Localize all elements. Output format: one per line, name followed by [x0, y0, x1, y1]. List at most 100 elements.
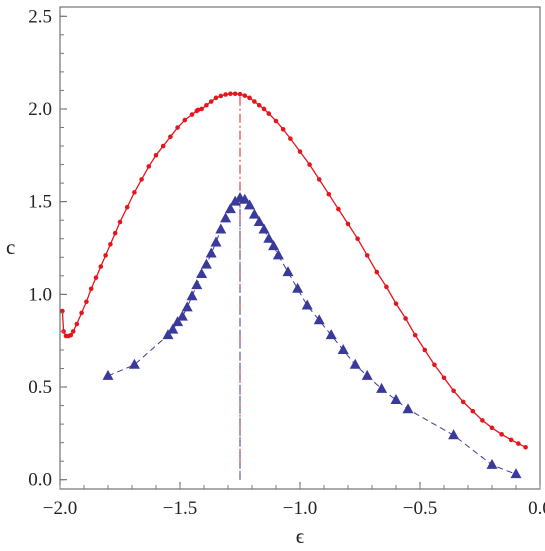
data-point	[508, 437, 514, 443]
data-point	[199, 106, 204, 112]
data-point	[448, 429, 460, 440]
data-point	[297, 149, 303, 154]
data-point	[374, 269, 380, 275]
data-point	[288, 136, 293, 141]
x-tick-label: −1.0	[283, 498, 317, 519]
y-tick-label: 1.0	[28, 284, 52, 305]
data-point	[70, 329, 76, 334]
y-tick-label: 1.5	[28, 192, 52, 213]
data-point	[167, 323, 179, 334]
data-point	[258, 223, 270, 234]
y-axis-title: c	[6, 235, 15, 259]
data-point	[248, 208, 260, 219]
data-point	[60, 308, 65, 314]
data-point	[280, 127, 286, 132]
data-point	[191, 279, 203, 290]
data-point	[195, 107, 201, 113]
data-point	[208, 99, 214, 104]
data-point	[422, 347, 428, 353]
data-point	[393, 301, 399, 306]
data-point	[516, 441, 521, 446]
data-point	[168, 134, 173, 140]
data-point	[102, 369, 114, 380]
data-point	[510, 468, 522, 479]
data-point	[273, 118, 279, 124]
data-point	[200, 258, 212, 269]
data-point	[307, 162, 312, 167]
series-layer	[60, 91, 528, 479]
data-point	[228, 91, 233, 97]
data-point	[244, 199, 256, 210]
data-point	[204, 102, 209, 108]
data-point	[88, 286, 94, 292]
data-point	[376, 382, 388, 393]
data-point	[237, 91, 243, 97]
data-point	[261, 106, 267, 112]
data-point	[196, 267, 208, 278]
y-tick-label: 0.5	[28, 377, 52, 398]
data-point	[223, 92, 228, 97]
x-axis: −2.0 −1.5 −1.0 −0.5 0.0	[43, 482, 545, 519]
data-point	[489, 425, 495, 431]
data-point	[301, 299, 313, 310]
data-point	[390, 394, 402, 405]
x-tick-label: −0.5	[403, 498, 437, 519]
data-point	[355, 236, 360, 242]
data-point	[205, 247, 217, 258]
series-line	[107, 197, 517, 475]
data-point	[247, 95, 252, 101]
y-tick-label: 0.0	[28, 470, 52, 491]
data-point	[232, 91, 238, 97]
data-point	[229, 195, 241, 206]
data-point	[186, 290, 198, 301]
data-point	[412, 332, 418, 338]
data-point	[336, 206, 341, 212]
data-point	[182, 117, 188, 123]
data-point	[218, 93, 224, 99]
data-point	[256, 102, 262, 108]
data-point	[403, 316, 408, 321]
data-point	[252, 99, 257, 104]
series-0	[60, 91, 528, 450]
data-point	[79, 310, 84, 316]
data-point	[268, 240, 280, 251]
data-point	[325, 329, 337, 340]
y-tick-label: 2.0	[28, 99, 52, 120]
data-point	[486, 458, 498, 469]
data-point	[313, 314, 325, 325]
data-point	[124, 204, 130, 210]
data-point	[266, 111, 272, 116]
data-point	[68, 332, 74, 338]
data-point	[361, 369, 373, 380]
plot-frame	[59, 6, 541, 490]
series-line	[61, 93, 526, 448]
x-tick-label: −2.0	[43, 498, 77, 519]
data-point	[460, 399, 466, 405]
data-point	[175, 125, 180, 130]
data-point	[282, 266, 294, 277]
data-point	[451, 388, 456, 394]
data-point	[239, 193, 251, 204]
data-point	[117, 219, 123, 225]
data-point	[441, 375, 447, 381]
data-point	[74, 321, 80, 327]
data-point	[153, 153, 159, 158]
data-point	[349, 358, 361, 369]
data-point	[210, 236, 222, 247]
data-point	[337, 343, 349, 354]
data-point	[146, 164, 152, 169]
x-axis-title: ϵ	[296, 524, 305, 548]
x-tick-label: 0.0	[528, 498, 545, 519]
data-point	[326, 191, 332, 197]
y-tick-label: 2.5	[28, 6, 52, 27]
data-point	[224, 203, 236, 214]
data-point	[316, 177, 322, 182]
data-point	[213, 95, 219, 101]
y-axis: 0.0 0.5 1.0 1.5 2.0 2.5	[28, 6, 67, 491]
data-point	[220, 212, 232, 223]
data-point	[253, 216, 265, 227]
data-point	[215, 223, 227, 234]
data-point	[272, 249, 284, 260]
data-point	[432, 362, 437, 368]
data-point	[108, 241, 113, 247]
